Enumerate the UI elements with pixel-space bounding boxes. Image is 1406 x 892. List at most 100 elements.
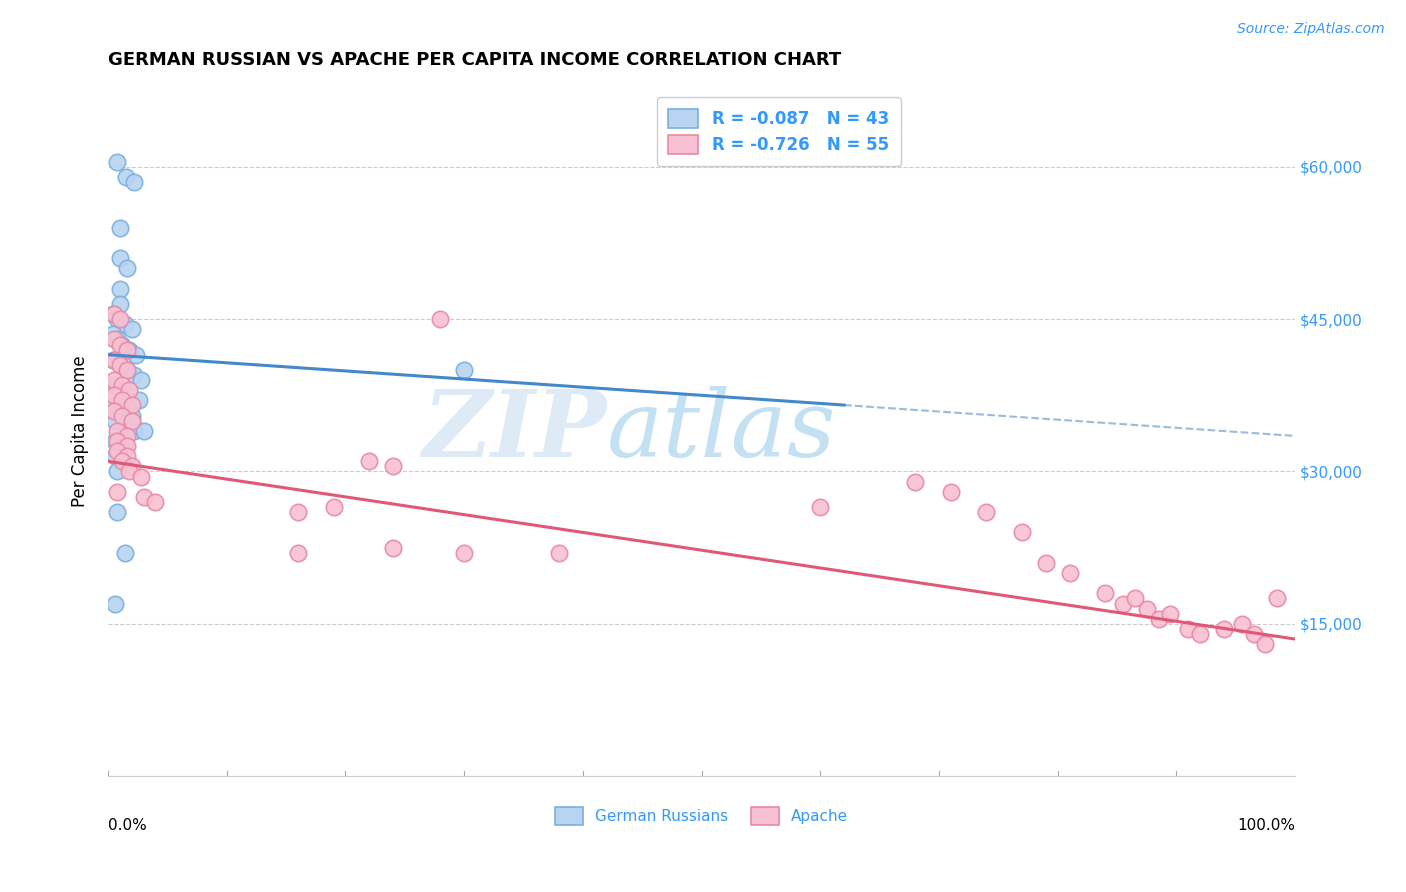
Point xyxy=(287,505,309,519)
Point xyxy=(453,546,475,560)
Point xyxy=(122,368,145,382)
Point xyxy=(904,475,927,489)
Point xyxy=(1147,612,1170,626)
Point xyxy=(115,429,138,443)
Point xyxy=(103,352,125,367)
Point xyxy=(121,409,143,423)
Point xyxy=(122,424,145,438)
Point xyxy=(128,393,150,408)
Point xyxy=(115,261,138,276)
Point xyxy=(118,388,141,402)
Text: Source: ZipAtlas.com: Source: ZipAtlas.com xyxy=(1237,22,1385,37)
Point xyxy=(114,418,136,433)
Point xyxy=(129,469,152,483)
Point xyxy=(108,297,131,311)
Point xyxy=(359,454,381,468)
Point xyxy=(121,414,143,428)
Point xyxy=(548,546,571,560)
Point xyxy=(101,307,124,321)
Point xyxy=(115,363,138,377)
Point xyxy=(103,333,125,347)
Point xyxy=(129,373,152,387)
Point xyxy=(1230,616,1253,631)
Point xyxy=(1189,627,1212,641)
Point xyxy=(101,352,124,367)
Point xyxy=(103,403,125,417)
Point xyxy=(1011,525,1033,540)
Point xyxy=(107,154,129,169)
Point xyxy=(107,312,129,326)
Point xyxy=(111,337,134,351)
Point xyxy=(101,378,124,392)
Point xyxy=(104,414,127,428)
Point xyxy=(322,500,344,514)
Point xyxy=(107,505,129,519)
Point xyxy=(108,282,131,296)
Point xyxy=(101,399,124,413)
Point xyxy=(107,424,129,438)
Point xyxy=(108,358,131,372)
Text: atlas: atlas xyxy=(606,386,837,475)
Point xyxy=(114,546,136,560)
Point xyxy=(114,317,136,331)
Point xyxy=(453,363,475,377)
Point xyxy=(132,490,155,504)
Point xyxy=(122,175,145,189)
Text: ZIP: ZIP xyxy=(422,386,606,475)
Point xyxy=(104,597,127,611)
Text: 0.0%: 0.0% xyxy=(108,818,146,832)
Point xyxy=(118,465,141,479)
Point xyxy=(108,312,131,326)
Point xyxy=(145,495,167,509)
Point xyxy=(111,409,134,423)
Point xyxy=(108,251,131,265)
Point xyxy=(1159,607,1181,621)
Point xyxy=(111,393,134,408)
Point xyxy=(381,541,404,555)
Point xyxy=(114,169,136,184)
Point xyxy=(108,337,131,351)
Point xyxy=(107,444,129,458)
Legend: German Russians, Apache: German Russians, Apache xyxy=(550,801,853,830)
Point xyxy=(1243,627,1265,641)
Point xyxy=(1112,597,1135,611)
Point xyxy=(121,459,143,474)
Text: 100.0%: 100.0% xyxy=(1237,818,1295,832)
Point xyxy=(132,424,155,438)
Point xyxy=(103,373,125,387)
Point xyxy=(115,363,138,377)
Point xyxy=(1212,622,1234,636)
Point xyxy=(1136,601,1159,615)
Point xyxy=(114,454,136,468)
Point xyxy=(1123,591,1146,606)
Point xyxy=(287,546,309,560)
Point xyxy=(976,505,998,519)
Point xyxy=(1059,566,1081,580)
Point xyxy=(111,378,134,392)
Point xyxy=(121,322,143,336)
Point xyxy=(125,348,148,362)
Point xyxy=(107,484,129,499)
Point xyxy=(107,465,129,479)
Point xyxy=(1254,637,1277,651)
Point xyxy=(103,388,125,402)
Point xyxy=(118,383,141,397)
Point xyxy=(107,434,129,448)
Point xyxy=(939,484,962,499)
Point xyxy=(429,312,451,326)
Point xyxy=(115,439,138,453)
Point xyxy=(111,403,134,417)
Point xyxy=(104,449,127,463)
Point xyxy=(1265,591,1288,606)
Text: GERMAN RUSSIAN VS APACHE PER CAPITA INCOME CORRELATION CHART: GERMAN RUSSIAN VS APACHE PER CAPITA INCO… xyxy=(108,51,841,69)
Point xyxy=(108,220,131,235)
Point xyxy=(381,459,404,474)
Point xyxy=(111,454,134,468)
Point xyxy=(108,383,131,397)
Point xyxy=(115,343,138,357)
Point xyxy=(103,307,125,321)
Point xyxy=(808,500,831,514)
Point xyxy=(104,434,127,448)
Point xyxy=(121,414,143,428)
Point xyxy=(1177,622,1199,636)
